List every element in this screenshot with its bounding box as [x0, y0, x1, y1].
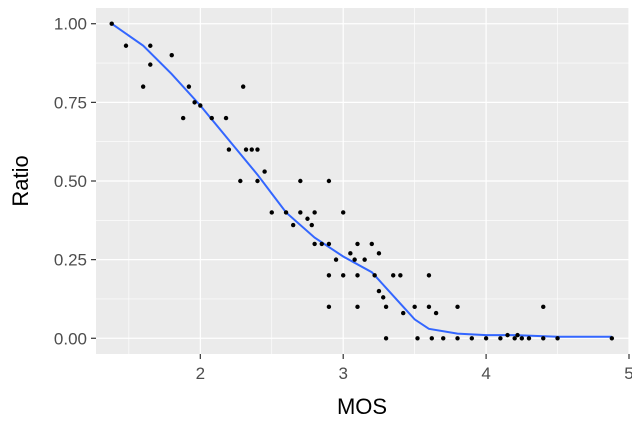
data-point — [109, 21, 114, 26]
data-point — [333, 257, 339, 262]
data-point — [383, 336, 389, 341]
data-point — [433, 310, 439, 316]
y-axis-title: Ratio — [8, 155, 33, 206]
data-point — [355, 304, 360, 310]
data-point — [326, 273, 332, 278]
data-point — [180, 115, 186, 121]
data-point — [426, 304, 432, 310]
data-point — [209, 115, 214, 121]
grid-major — [96, 8, 630, 354]
data-point — [326, 178, 332, 184]
data-point — [319, 241, 324, 247]
data-point — [441, 336, 446, 341]
data-point — [526, 336, 532, 341]
data-point — [240, 84, 246, 89]
data-point — [341, 273, 346, 278]
data-point — [243, 147, 249, 152]
data-point — [148, 43, 153, 48]
data-point — [515, 332, 520, 338]
data-point — [269, 210, 274, 215]
data-point — [391, 273, 396, 278]
data-point — [309, 222, 314, 228]
data-point — [505, 332, 510, 338]
y-tick-label: 0.50 — [54, 172, 87, 191]
data-point — [348, 251, 353, 256]
data-point — [355, 273, 360, 278]
data-point — [298, 178, 303, 184]
data-point — [383, 304, 389, 310]
data-point — [326, 304, 332, 310]
data-point — [192, 100, 197, 105]
x-axis-ticks: 2 3 4 5 — [196, 354, 632, 383]
data-point — [238, 178, 243, 184]
data-point — [372, 273, 377, 278]
data-point — [169, 52, 174, 58]
data-point — [498, 336, 503, 341]
data-point — [426, 273, 432, 278]
data-point — [381, 295, 386, 300]
data-point — [186, 84, 192, 89]
data-point — [198, 103, 203, 108]
data-point — [401, 310, 406, 316]
data-point — [305, 216, 310, 221]
data-point — [140, 84, 146, 89]
data-point — [123, 43, 129, 48]
data-point — [555, 336, 560, 341]
x-tick-label: 4 — [481, 364, 490, 383]
data-point — [355, 241, 360, 247]
data-point — [455, 336, 460, 341]
y-tick-label: 0.75 — [54, 93, 87, 112]
smooth-line — [111, 22, 612, 338]
data-point — [512, 336, 517, 341]
x-tick-label: 3 — [338, 364, 347, 383]
y-tick-label: 0.00 — [54, 329, 87, 348]
data-point — [312, 241, 317, 247]
data-point — [290, 222, 296, 228]
data-point — [483, 336, 489, 341]
data-point — [541, 336, 546, 341]
y-axis-ticks: 0.00 0.25 0.50 0.75 1.00 — [54, 15, 96, 348]
data-point — [262, 169, 267, 174]
data-point — [148, 62, 153, 67]
data-point — [326, 241, 332, 247]
data-point — [352, 257, 357, 262]
data-point — [362, 257, 367, 262]
data-point — [255, 178, 260, 184]
data-point — [541, 304, 546, 310]
data-point — [249, 147, 254, 152]
data-points — [109, 21, 615, 341]
data-point — [223, 115, 229, 121]
data-point — [398, 273, 403, 278]
data-point — [469, 336, 475, 341]
data-point — [609, 336, 615, 341]
data-point — [376, 251, 382, 256]
y-tick-label: 1.00 — [54, 15, 87, 34]
data-point — [412, 304, 417, 310]
x-tick-label: 5 — [624, 364, 632, 383]
x-axis-title: MOS — [337, 394, 387, 419]
y-tick-label: 0.25 — [54, 251, 87, 270]
data-point — [341, 210, 346, 215]
data-point — [415, 336, 420, 341]
data-point — [369, 241, 374, 247]
data-point — [283, 210, 289, 215]
data-point — [312, 210, 317, 215]
data-point — [455, 304, 460, 310]
data-point — [298, 210, 303, 215]
data-point — [519, 336, 525, 341]
data-point — [226, 147, 232, 152]
data-point — [376, 288, 382, 294]
x-tick-label: 2 — [196, 364, 205, 383]
data-point — [255, 147, 260, 152]
data-point — [429, 336, 435, 341]
